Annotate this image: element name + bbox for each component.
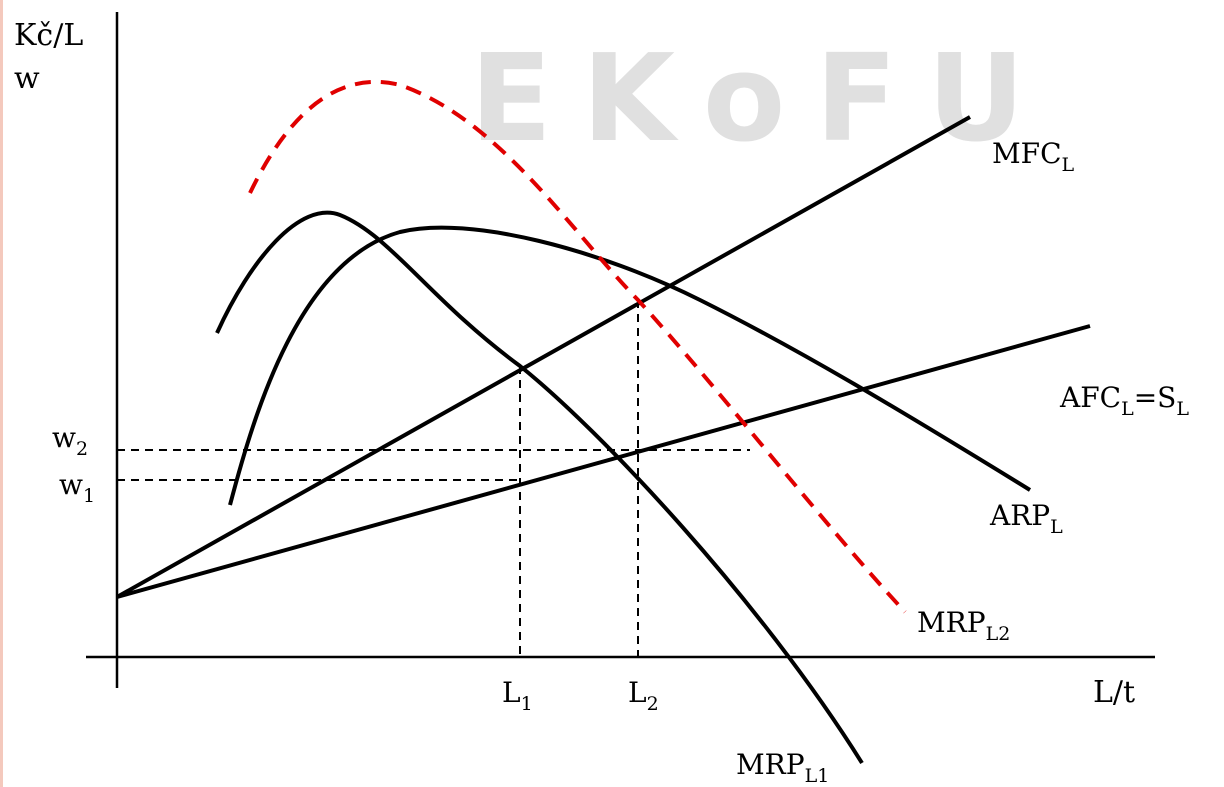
afc-supply-curve bbox=[116, 324, 1091, 599]
y-axis-label-w: w bbox=[14, 61, 40, 96]
left-edge-stripe bbox=[0, 0, 3, 787]
tick-L2: L2 bbox=[628, 676, 659, 715]
tick-w1: w1 bbox=[59, 468, 95, 507]
watermark-logo: EKoFU bbox=[470, 30, 1055, 169]
mrp-l1-curve bbox=[215, 210, 864, 765]
y-axis-label-kc: Kč/L bbox=[14, 18, 83, 53]
tick-w2: w2 bbox=[52, 421, 88, 460]
arp-curve bbox=[228, 225, 1032, 506]
label-mfc: MFCL bbox=[992, 137, 1075, 176]
label-mrp-l2: MRPL2 bbox=[917, 606, 1010, 645]
tick-L1: L1 bbox=[502, 676, 533, 715]
label-afc-supply: AFCL=SL bbox=[1059, 381, 1189, 420]
mrp-l2-curve bbox=[248, 79, 907, 614]
x-axis-label: L/t bbox=[1093, 675, 1135, 710]
label-mrp-l1: MRPL1 bbox=[736, 748, 829, 787]
label-arp: ARPL bbox=[989, 499, 1063, 538]
mfc-curve bbox=[116, 115, 971, 599]
